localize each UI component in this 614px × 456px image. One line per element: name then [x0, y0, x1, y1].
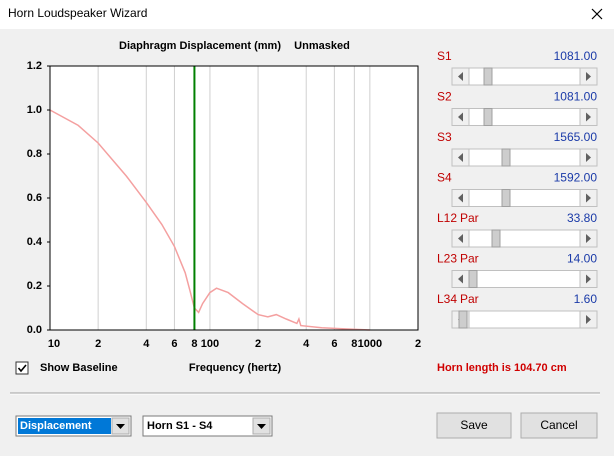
arrow [458, 193, 463, 203]
horn-dropdown[interactable]: Horn S1 - S4 [142, 415, 273, 437]
slider-track [451, 67, 598, 86]
x-tick-label: 1000 [358, 338, 382, 350]
window-title: Horn Loudspeaker Wizard [8, 6, 147, 20]
slider[interactable] [451, 310, 598, 329]
slider-value: 33.80 [567, 211, 597, 225]
x-tick-label: 2 [95, 338, 101, 350]
slider-label: S2 [437, 90, 452, 104]
slider-value: 1565.00 [554, 130, 598, 144]
arrow [458, 72, 463, 81]
cancel-button[interactable]: Cancel [520, 412, 598, 439]
slider-track [451, 189, 598, 207]
slider-thumb [483, 108, 493, 126]
slider-thumb [468, 270, 478, 288]
slider-par: Par [460, 211, 479, 225]
horn-length: Horn length is 104.70 cm [437, 362, 567, 374]
x-axis-label: Frequency (hertz) [189, 362, 282, 374]
chart-subtitle: Unmasked [294, 40, 350, 52]
arrow [458, 153, 463, 162]
y-tick-label: 1.2 [27, 60, 42, 72]
slider-label: L23 [437, 252, 457, 266]
y-tick-label: 0.0 [27, 324, 42, 336]
arrow [586, 72, 591, 81]
checkmark [17, 364, 27, 373]
slider[interactable] [451, 229, 598, 248]
slider-track [451, 108, 598, 126]
slider-par: Par [460, 252, 479, 266]
x-tick-label: 6 [171, 338, 177, 350]
chart-title: Diaphragm Displacement (mm) [119, 40, 281, 52]
slider-track [451, 148, 598, 167]
arrow [586, 153, 591, 162]
slider-thumb [483, 67, 493, 86]
x-tick-label: 10 [48, 338, 60, 350]
arrow [458, 234, 463, 243]
x-tick-label: 100 [201, 338, 219, 350]
y-tick-label: 0.6 [27, 192, 42, 204]
cancel-label: Cancel [540, 418, 577, 432]
slider[interactable] [451, 108, 598, 126]
save-label: Save [460, 418, 488, 432]
plot-area [49, 65, 419, 331]
slider-label: S4 [437, 171, 452, 185]
arrow [586, 193, 591, 203]
slider-track [451, 310, 598, 329]
checkbox-label[interactable]: Show Baseline [40, 362, 118, 374]
slider-thumb [501, 189, 511, 207]
slider-label: L34 [437, 292, 457, 306]
title-bar [0, 0, 614, 29]
mode-dropdown[interactable]: Displacement [15, 415, 132, 437]
x-tick-label: 8 [191, 338, 197, 350]
save-button[interactable]: Save [436, 412, 512, 439]
slider-thumb [491, 229, 501, 248]
x-tick-label: 4 [143, 338, 150, 350]
y-tick-label: 1.0 [27, 104, 42, 116]
slider-value: 1081.00 [554, 90, 598, 104]
slider-label: L12 [437, 211, 457, 225]
slider-value: 14.00 [567, 252, 597, 266]
x-tick-label: 8 [351, 338, 357, 350]
slider-value: 1081.00 [554, 49, 598, 63]
close-button[interactable] [591, 8, 603, 20]
plot-border [49, 65, 419, 331]
slider-value: 1.60 [574, 292, 598, 306]
y-tick-label: 0.8 [27, 148, 42, 160]
x-tick-label: 6 [331, 338, 337, 350]
data-line [49, 109, 370, 331]
arrow [458, 274, 463, 284]
slider-label: S1 [437, 49, 452, 63]
mode-value: Displacement [20, 420, 92, 432]
arrow [586, 234, 591, 243]
horn-value: Horn S1 - S4 [147, 420, 213, 432]
slider[interactable] [451, 67, 598, 86]
slider[interactable] [451, 270, 598, 288]
arrow [586, 112, 591, 122]
checkbox[interactable] [15, 361, 29, 375]
slider-thumb [458, 310, 468, 329]
arrow [586, 274, 591, 284]
slider[interactable] [451, 189, 598, 207]
slider-par: Par [460, 292, 479, 306]
arrow [586, 315, 591, 324]
y-tick-label: 0.2 [27, 280, 42, 292]
x-tick-label: 2 [415, 338, 421, 350]
x-tick-label: 2 [255, 338, 261, 350]
slider-thumb [501, 148, 511, 167]
slider-label: S3 [437, 130, 452, 144]
slider-value: 1592.00 [554, 171, 598, 185]
slider[interactable] [451, 148, 598, 167]
slider-track [451, 229, 598, 248]
arrow [458, 112, 463, 122]
x-tick-label: 4 [303, 338, 310, 350]
y-tick-label: 0.4 [27, 236, 43, 248]
